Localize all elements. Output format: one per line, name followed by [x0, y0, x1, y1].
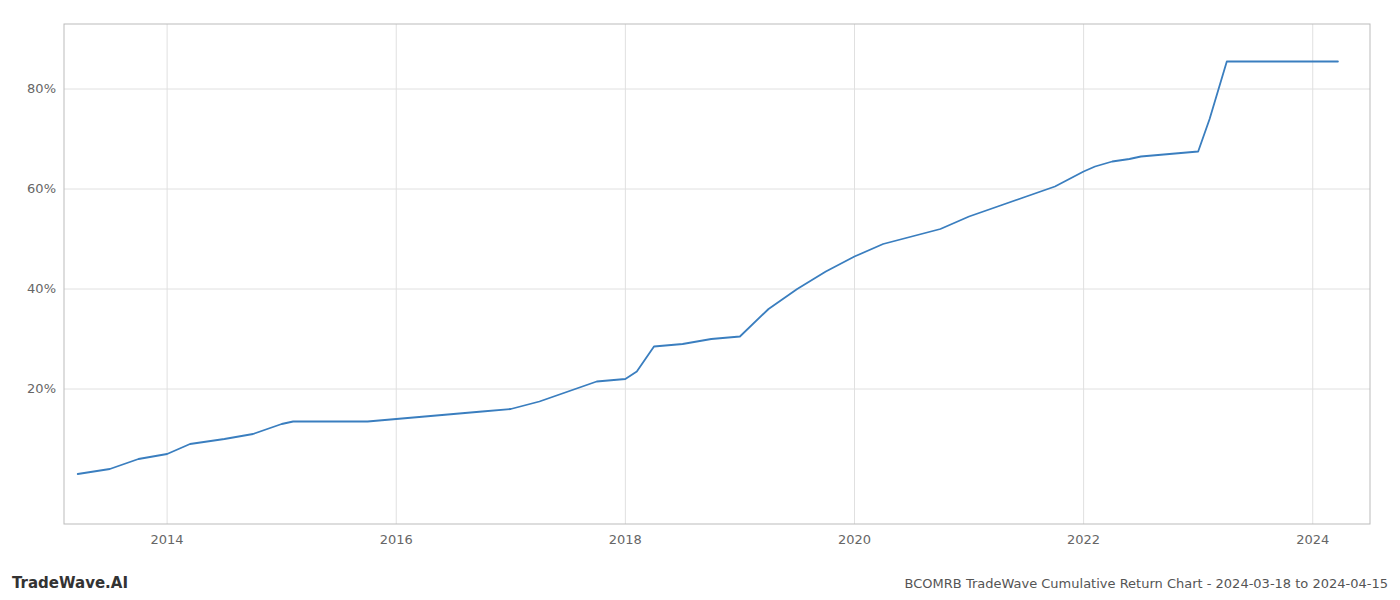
- y-grid-line: [64, 89, 1370, 90]
- x-tick-label: 2014: [151, 532, 184, 547]
- x-tick-label: 2018: [609, 532, 642, 547]
- x-tick-label: 2022: [1067, 532, 1100, 547]
- grid: [64, 24, 1370, 524]
- x-tick-label: 2020: [838, 532, 871, 547]
- x-grid-line: [396, 24, 397, 524]
- y-grid-line: [64, 389, 1370, 390]
- plot-frame: [64, 24, 1370, 524]
- y-tick-label: 40%: [27, 281, 56, 296]
- background: [0, 0, 1400, 600]
- x-grid-line: [1312, 24, 1313, 524]
- x-grid-line: [167, 24, 168, 524]
- x-tick-label: 2016: [380, 532, 413, 547]
- axes: 20% 40% 60% 80% 2014 2016 2018 2020 2022 2024: [27, 81, 1329, 548]
- y-tick-label: 60%: [27, 181, 56, 196]
- chart: 20% 40% 60% 80% 2014 2016 2018 2020 2022 2024 Trad…: [0, 0, 1400, 600]
- line: [78, 62, 1338, 475]
- y-tick-label: 80%: [27, 81, 56, 96]
- y-grid-line: [64, 289, 1370, 290]
- title: BCOMRB TradeWave Cumulative Return Chart…: [905, 576, 1388, 591]
- footer-left: TradeWave.AI: [12, 574, 128, 592]
- y-grid-line: [64, 189, 1370, 190]
- x-tick-label: 2024: [1296, 532, 1329, 547]
- x-grid-line: [1083, 24, 1084, 524]
- x-grid-line: [854, 24, 855, 524]
- x-grid-line: [625, 24, 626, 524]
- y-tick-label: 20%: [27, 381, 56, 396]
- plot-area: [78, 62, 1338, 475]
